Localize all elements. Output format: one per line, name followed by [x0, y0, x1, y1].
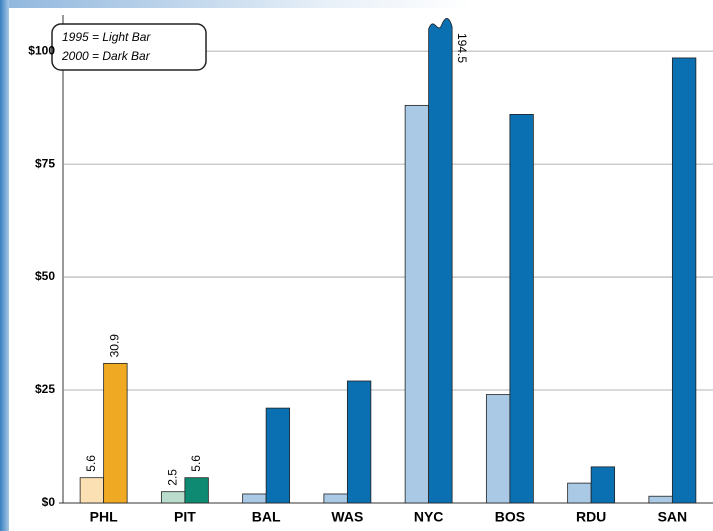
- bar: [509, 114, 534, 504]
- value-label: 194.5: [455, 33, 469, 63]
- x-tick-label: PHL: [90, 509, 118, 525]
- bar: [567, 482, 592, 504]
- legend-text: 2000 = Dark Bar: [61, 49, 151, 63]
- bar: [242, 493, 267, 504]
- bar: [323, 493, 348, 504]
- decoration: [0, 0, 470, 8]
- value-label: 30.9: [108, 334, 122, 358]
- y-tick-label: $100: [28, 43, 55, 57]
- bar: [184, 477, 209, 504]
- y-tick-label: $0: [42, 495, 56, 509]
- bar: [79, 477, 105, 504]
- x-tick-label: SAN: [658, 509, 688, 525]
- y-tick-label: $75: [35, 156, 55, 170]
- bar: [346, 380, 372, 504]
- bar: [404, 104, 430, 504]
- bar: [590, 466, 616, 504]
- legend-text: 1995 = Light Bar: [62, 30, 151, 44]
- bar: [265, 407, 291, 504]
- decoration: [0, 0, 9, 531]
- y-tick-label: $25: [35, 382, 55, 396]
- bar: [428, 18, 453, 504]
- bar: [648, 495, 673, 504]
- x-tick-label: RDU: [576, 509, 606, 525]
- value-label: 5.6: [84, 455, 98, 472]
- x-tick-label: PIT: [174, 509, 196, 525]
- value-label: 5.6: [189, 455, 203, 472]
- legend-box: [51, 23, 207, 71]
- x-tick-label: BOS: [495, 509, 525, 525]
- bar: [671, 57, 697, 504]
- legend: 1995 = Light Bar 2000 = Dark Bar: [51, 23, 207, 71]
- bar: [160, 491, 186, 504]
- y-tick-label: $50: [35, 269, 55, 283]
- x-tick-label: BAL: [252, 509, 281, 525]
- bar: [485, 394, 511, 504]
- bar: [103, 362, 128, 504]
- x-tick-label: NYC: [414, 509, 444, 525]
- value-label: 2.5: [165, 469, 179, 486]
- x-tick-label: WAS: [331, 509, 363, 525]
